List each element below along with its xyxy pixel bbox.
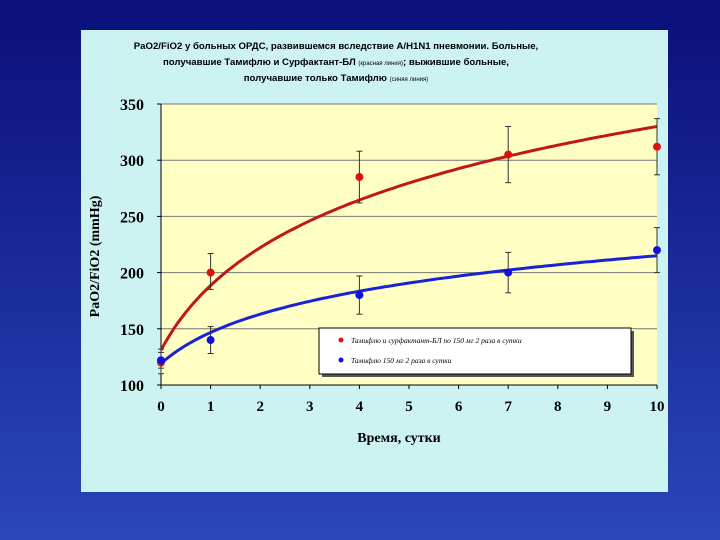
legend-label: Тамифлю и сурфактант-БЛ по 150 мг 2 раза…: [351, 336, 522, 345]
legend-marker: [338, 357, 344, 363]
y-tick-label: 100: [120, 378, 144, 395]
x-tick-label: 2: [256, 399, 264, 415]
x-tick-label: 6: [455, 399, 463, 415]
data-point: [355, 173, 364, 182]
y-tick-label: 250: [120, 209, 144, 226]
x-tick-label: 3: [306, 399, 314, 415]
x-tick-label: 9: [604, 399, 612, 415]
chart-panel: PaO2/FiO2 у больных ОРДС, развившемся вс…: [81, 30, 668, 492]
x-tick-label: 5: [405, 399, 413, 415]
chart-title-line: получавшие только Тамифлю (синяя линия): [244, 73, 428, 84]
x-axis-title: Время, сутки: [357, 431, 441, 446]
x-tick-label: 4: [356, 399, 364, 415]
data-point: [504, 268, 513, 277]
chart-title-line: получавшие Тамифлю и Сурфактант-БЛ (крас…: [163, 57, 509, 68]
y-axis-title: PaO2/FiO2 (mmHg): [88, 195, 103, 317]
x-tick-label: 8: [554, 399, 562, 415]
data-point: [157, 356, 165, 365]
series-line: [160, 254, 658, 365]
y-tick-label: 350: [120, 97, 144, 114]
y-tick-label: 200: [120, 266, 144, 283]
data-point: [504, 150, 513, 159]
legend: [318, 327, 632, 375]
data-point: [206, 268, 215, 277]
y-tick-label: 300: [120, 153, 144, 170]
x-tick-label: 1: [207, 399, 215, 415]
legend-marker: [338, 337, 344, 343]
series-line: [159, 125, 658, 351]
x-tick-label: 7: [504, 399, 512, 415]
data-point: [355, 291, 364, 300]
x-tick-label: 0: [157, 399, 165, 415]
y-tick-label: 150: [120, 322, 144, 339]
chart-title-line: PaO2/FiO2 у больных ОРДС, развившемся вс…: [134, 41, 539, 52]
data-point: [653, 246, 661, 255]
chart-svg: PaO2/FiO2 у больных ОРДС, развившемся вс…: [88, 41, 665, 446]
data-point: [653, 142, 661, 151]
data-point: [206, 336, 215, 345]
legend-label: Тамифлю 150 мг 2 раза в сутки: [351, 356, 452, 365]
x-tick-label: 10: [650, 399, 665, 415]
